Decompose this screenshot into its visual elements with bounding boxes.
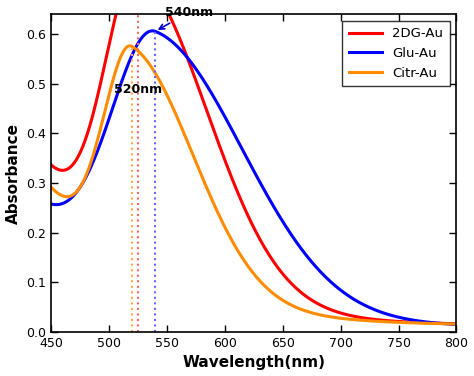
2DG-Au: [235, 190, 240, 194]
Glu-Au: [48, 202, 54, 206]
Citr-Au: [442, 321, 447, 326]
Text: 525nm: 525nm: [0, 375, 1, 376]
Line: Citr-Au: Citr-Au: [51, 46, 456, 324]
Glu-Au: [442, 321, 447, 326]
Citr-Au: [127, 44, 133, 48]
2DG-Au: [69, 164, 74, 168]
2DG-Au: [48, 162, 54, 167]
Legend: 2DG-Au, Glu-Au, Citr-Au: 2DG-Au, Glu-Au, Citr-Au: [342, 21, 450, 86]
Glu-Au: [246, 158, 251, 163]
2DG-Au: [368, 317, 374, 321]
Line: 2DG-Au: 2DG-Au: [51, 0, 456, 324]
Glu-Au: [442, 321, 448, 326]
Citr-Au: [48, 185, 54, 189]
Glu-Au: [149, 29, 155, 33]
2DG-Au: [442, 321, 447, 326]
2DG-Au: [246, 214, 251, 219]
Glu-Au: [368, 306, 374, 310]
Glu-Au: [69, 195, 74, 200]
Y-axis label: Absorbance: Absorbance: [6, 123, 20, 224]
Text: 520nm: 520nm: [114, 83, 162, 96]
Text: 540nm: 540nm: [159, 6, 213, 29]
Citr-Au: [246, 264, 251, 269]
Citr-Au: [235, 248, 240, 253]
Citr-Au: [454, 322, 459, 326]
Line: Glu-Au: Glu-Au: [51, 31, 456, 324]
2DG-Au: [454, 321, 459, 326]
2DG-Au: [442, 321, 448, 326]
Citr-Au: [442, 321, 448, 326]
Glu-Au: [454, 322, 459, 327]
X-axis label: Wavelength(nm): Wavelength(nm): [182, 355, 325, 370]
Citr-Au: [368, 318, 374, 323]
Citr-Au: [69, 193, 74, 198]
Glu-Au: [235, 138, 240, 143]
